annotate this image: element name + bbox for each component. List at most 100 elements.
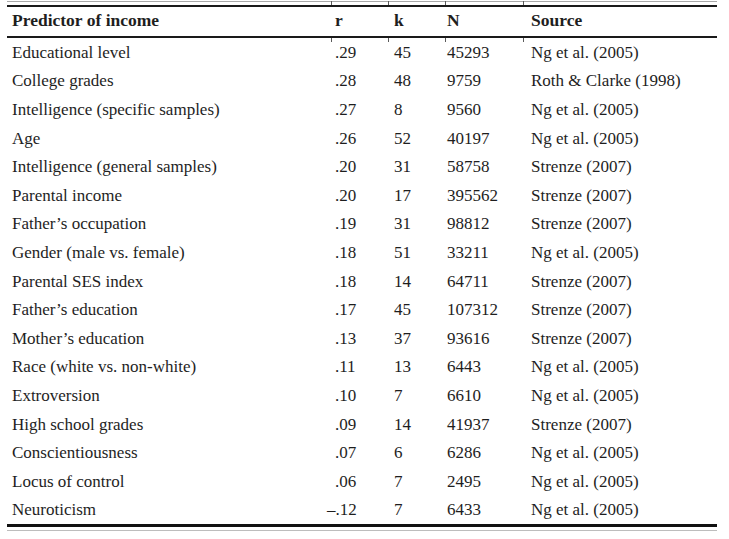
cell-predictor: Father’s occupation — [12, 215, 331, 232]
cell-N: 58758 — [445, 158, 523, 175]
cell-k: 14 — [388, 273, 445, 290]
cell-k: 7 — [388, 473, 445, 490]
cell-N: 6610 — [445, 387, 523, 404]
cell-source: Ng et al. (2005) — [523, 44, 717, 61]
cell-k: 13 — [388, 358, 445, 375]
cell-k: 48 — [388, 72, 445, 89]
column-boundary-tick — [445, 1, 446, 5]
cell-r: .11 — [331, 358, 388, 375]
cell-N: 6286 — [445, 444, 523, 461]
cell-N: 6443 — [445, 358, 523, 375]
cell-k: 31 — [388, 215, 445, 232]
cell-predictor: Race (white vs. non-white) — [12, 358, 331, 375]
cell-N: 45293 — [445, 44, 523, 61]
table-row: Race (white vs. non-white).11136443Ng et… — [12, 353, 717, 382]
cell-k: 52 — [388, 130, 445, 147]
cell-source: Ng et al. (2005) — [523, 101, 717, 118]
cell-r: .09 — [331, 416, 388, 433]
table-row: Father’s education.1745107312Strenze (20… — [12, 295, 717, 324]
cell-predictor: High school grades — [12, 416, 331, 433]
cell-predictor: Parental income — [12, 187, 331, 204]
table-row: Conscientiousness.0766286Ng et al. (2005… — [12, 438, 717, 467]
cell-r: .06 — [331, 473, 388, 490]
cell-source: Ng et al. (2005) — [523, 387, 717, 404]
column-header-k: k — [388, 12, 445, 30]
cell-predictor: College grades — [12, 72, 331, 89]
table-bottom-rule — [7, 524, 717, 527]
cell-predictor: Parental SES index — [12, 273, 331, 290]
cell-source: Strenze (2007) — [523, 416, 717, 433]
cell-predictor: Gender (male vs. female) — [12, 244, 331, 261]
cell-N: 107312 — [445, 301, 523, 318]
cell-predictor: Intelligence (specific samples) — [12, 101, 331, 118]
cell-predictor: Conscientiousness — [12, 444, 331, 461]
cell-r: .19 — [331, 215, 388, 232]
table-body: Educational level.294545293Ng et al. (20… — [12, 38, 717, 524]
cell-N: 395562 — [445, 187, 523, 204]
cell-r: .26 — [331, 130, 388, 147]
column-header-predictor: Predictor of income — [12, 12, 331, 30]
cell-predictor: Locus of control — [12, 473, 331, 490]
cell-source: Strenze (2007) — [523, 215, 717, 232]
cell-r: .29 — [331, 44, 388, 61]
table-row: College grades.28489759Roth & Clarke (19… — [12, 67, 717, 96]
cell-k: 8 — [388, 101, 445, 118]
cell-source: Strenze (2007) — [523, 158, 717, 175]
cell-predictor: Intelligence (general samples) — [12, 158, 331, 175]
cell-N: 9560 — [445, 101, 523, 118]
cell-k: 45 — [388, 44, 445, 61]
table-row: Age.265240197Ng et al. (2005) — [12, 124, 717, 153]
table-header-row: Predictor of income r k N Source — [12, 6, 717, 36]
cell-source: Ng et al. (2005) — [523, 444, 717, 461]
cell-r: .17 — [331, 301, 388, 318]
cell-N: 41937 — [445, 416, 523, 433]
cell-predictor: Neuroticism — [12, 501, 331, 518]
cell-k: 6 — [388, 444, 445, 461]
table-row: Parental SES index.181464711Strenze (200… — [12, 267, 717, 296]
cell-N: 9759 — [445, 72, 523, 89]
cell-source: Roth & Clarke (1998) — [523, 72, 717, 89]
cell-N: 98812 — [445, 215, 523, 232]
cell-N: 93616 — [445, 330, 523, 347]
cell-k: 37 — [388, 330, 445, 347]
cell-source: Ng et al. (2005) — [523, 473, 717, 490]
cell-r: –.12 — [323, 501, 388, 518]
cell-source: Ng et al. (2005) — [523, 130, 717, 147]
cell-source: Ng et al. (2005) — [523, 358, 717, 375]
table-row: Educational level.294545293Ng et al. (20… — [12, 38, 717, 67]
cell-N: 33211 — [445, 244, 523, 261]
table-row: Parental income.2017395562Strenze (2007) — [12, 181, 717, 210]
table-row: Gender (male vs. female).185133211Ng et … — [12, 238, 717, 267]
cell-k: 45 — [388, 301, 445, 318]
cell-N: 64711 — [445, 273, 523, 290]
table-bottom-ghost-rule — [7, 530, 717, 531]
cell-source: Strenze (2007) — [523, 330, 717, 347]
cell-r: .07 — [331, 444, 388, 461]
cell-r: .18 — [331, 273, 388, 290]
cell-k: 31 — [388, 158, 445, 175]
column-boundary-tick — [331, 1, 332, 5]
cell-source: Strenze (2007) — [523, 273, 717, 290]
cell-source: Ng et al. (2005) — [523, 501, 717, 518]
column-header-r: r — [331, 12, 388, 30]
cell-N: 6433 — [445, 501, 523, 518]
cell-predictor: Mother’s education — [12, 330, 331, 347]
column-boundary-tick — [523, 1, 524, 5]
table-row: Neuroticism–.1276433Ng et al. (2005) — [12, 496, 717, 525]
table-top-ghost-rule — [7, 1, 717, 2]
column-header-source: Source — [523, 12, 717, 30]
cell-k: 7 — [388, 501, 445, 518]
cell-r: .20 — [331, 158, 388, 175]
cell-N: 40197 — [445, 130, 523, 147]
cell-source: Strenze (2007) — [523, 187, 717, 204]
cell-r: .18 — [331, 244, 388, 261]
cell-r: .28 — [331, 72, 388, 89]
cell-r: .10 — [331, 387, 388, 404]
cell-k: 7 — [388, 387, 445, 404]
cell-k: 17 — [388, 187, 445, 204]
cell-r: .20 — [331, 187, 388, 204]
table-row: Father’s occupation.193198812Strenze (20… — [12, 210, 717, 239]
cell-source: Strenze (2007) — [523, 301, 717, 318]
table-row: Intelligence (specific samples).2789560N… — [12, 95, 717, 124]
column-header-n: N — [445, 12, 523, 30]
